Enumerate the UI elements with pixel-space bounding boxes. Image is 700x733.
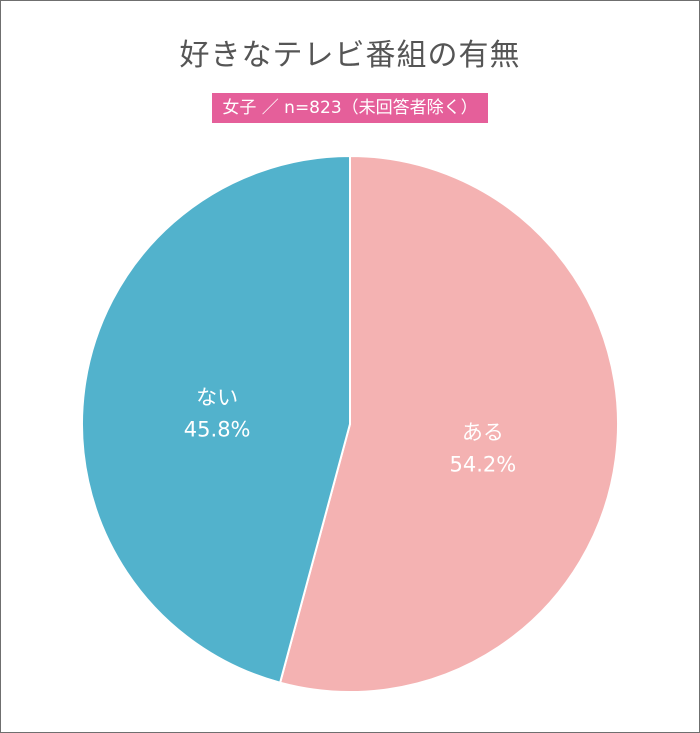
slice-category-label-1: ない [196, 385, 238, 409]
slice-value-label-1: 45.8% [184, 417, 251, 441]
pie-slice-0 [278, 154, 619, 693]
slice-category-label-0: ある [462, 421, 504, 445]
chart-subtitle: 女子 ／ n=823（未回答者除く） [212, 93, 488, 123]
pie-slice-1 [81, 154, 351, 684]
slice-value-label-0: 54.2% [449, 453, 516, 477]
chart-title: 好きなテレビ番組の有無 [179, 38, 521, 73]
subtitle-container: 女子 ／ n=823（未回答者除く） [0, 93, 700, 123]
